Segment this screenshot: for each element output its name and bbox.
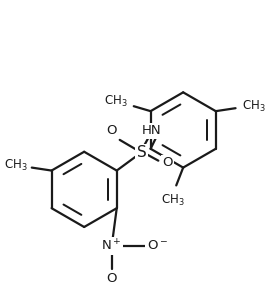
Text: N$^+$: N$^+$ xyxy=(101,238,122,253)
Text: HN: HN xyxy=(142,124,161,137)
Text: CH$_3$: CH$_3$ xyxy=(104,94,128,109)
Text: O: O xyxy=(107,272,117,285)
Text: CH$_3$: CH$_3$ xyxy=(242,99,265,114)
Text: O: O xyxy=(107,124,117,137)
Text: CH$_3$: CH$_3$ xyxy=(162,193,185,208)
Text: O: O xyxy=(162,156,172,169)
Text: O$^-$: O$^-$ xyxy=(147,239,168,252)
Text: S: S xyxy=(137,145,146,160)
Text: CH$_3$: CH$_3$ xyxy=(4,158,28,173)
